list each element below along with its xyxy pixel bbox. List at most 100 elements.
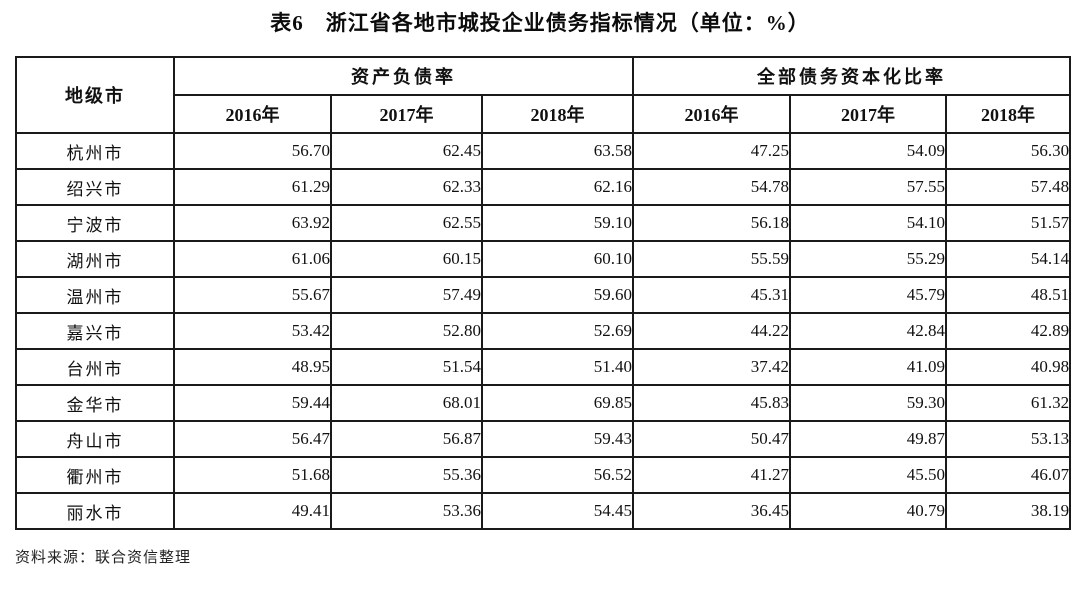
value-cell: 45.50: [789, 456, 948, 494]
city-cell: 嘉兴市: [15, 312, 175, 350]
value-cell: 48.51: [945, 276, 1072, 314]
value-cell: 59.43: [480, 420, 635, 458]
value-cell: 41.09: [789, 348, 948, 386]
value-cell: 51.40: [480, 348, 635, 386]
value-cell: 45.79: [789, 276, 948, 314]
table-row: 绍兴市 61.29 62.33 62.16 54.78 57.55 57.48: [15, 168, 1072, 206]
value-cell: 55.29: [789, 240, 948, 278]
value-cell: 38.19: [945, 492, 1072, 530]
value-cell: 53.13: [945, 420, 1072, 458]
table-row: 台州市 48.95 51.54 51.40 37.42 41.09 40.98: [15, 348, 1072, 386]
value-cell: 60.15: [330, 240, 483, 278]
table-row: 舟山市 56.47 56.87 59.43 50.47 49.87 53.13: [15, 420, 1072, 458]
year-header-tdcr-2016: 2016年: [632, 94, 792, 134]
value-cell: 62.55: [330, 204, 483, 242]
column-group-total-debt-capitalization-ratio: 全部债务资本化比率: [632, 56, 1072, 96]
value-cell: 51.68: [173, 456, 332, 494]
value-cell: 37.42: [632, 348, 792, 386]
city-cell: 温州市: [15, 276, 175, 314]
value-cell: 62.45: [330, 132, 483, 170]
value-cell: 62.16: [480, 168, 635, 206]
value-cell: 57.55: [789, 168, 948, 206]
value-cell: 36.45: [632, 492, 792, 530]
source-note: 资料来源：联合资信整理: [15, 550, 192, 566]
value-cell: 63.92: [173, 204, 332, 242]
value-cell: 61.32: [945, 384, 1072, 422]
value-cell: 61.29: [173, 168, 332, 206]
value-cell: 57.49: [330, 276, 483, 314]
value-cell: 56.70: [173, 132, 332, 170]
value-cell: 46.07: [945, 456, 1072, 494]
city-cell: 宁波市: [15, 204, 175, 242]
table-row: 嘉兴市 53.42 52.80 52.69 44.22 42.84 42.89: [15, 312, 1072, 350]
value-cell: 44.22: [632, 312, 792, 350]
value-cell: 54.78: [632, 168, 792, 206]
value-cell: 61.06: [173, 240, 332, 278]
value-cell: 40.98: [945, 348, 1072, 386]
city-cell: 丽水市: [15, 492, 175, 530]
table-row: 金华市 59.44 68.01 69.85 45.83 59.30 61.32: [15, 384, 1072, 422]
value-cell: 53.36: [330, 492, 483, 530]
value-cell: 56.52: [480, 456, 635, 494]
value-cell: 56.87: [330, 420, 483, 458]
value-cell: 51.57: [945, 204, 1072, 242]
city-cell: 舟山市: [15, 420, 175, 458]
value-cell: 42.89: [945, 312, 1072, 350]
value-cell: 53.42: [173, 312, 332, 350]
table-row: 杭州市 56.70 62.45 63.58 47.25 54.09 56.30: [15, 132, 1072, 170]
value-cell: 62.33: [330, 168, 483, 206]
value-cell: 42.84: [789, 312, 948, 350]
value-cell: 57.48: [945, 168, 1072, 206]
year-header-alr-2017: 2017年: [330, 94, 483, 134]
city-cell: 杭州市: [15, 132, 175, 170]
value-cell: 50.47: [632, 420, 792, 458]
value-cell: 47.25: [632, 132, 792, 170]
value-cell: 60.10: [480, 240, 635, 278]
value-cell: 51.54: [330, 348, 483, 386]
table-row: 温州市 55.67 57.49 59.60 45.31 45.79 48.51: [15, 276, 1072, 314]
value-cell: 45.31: [632, 276, 792, 314]
value-cell: 56.47: [173, 420, 332, 458]
value-cell: 40.79: [789, 492, 948, 530]
value-cell: 56.30: [945, 132, 1072, 170]
year-header-alr-2018: 2018年: [480, 94, 635, 134]
year-header-row: 2016年 2017年 2018年 2016年 2017年 2018年: [16, 94, 1072, 134]
column-group-asset-liability-ratio: 资产负债率: [172, 56, 635, 96]
column-header-city: 地级市: [15, 56, 175, 134]
value-cell: 54.10: [789, 204, 948, 242]
value-cell: 54.14: [945, 240, 1072, 278]
table-title: 表6 浙江省各地市城投企业债务指标情况（单位：%）: [270, 11, 810, 35]
year-header-alr-2016: 2016年: [173, 94, 332, 134]
value-cell: 69.85: [480, 384, 635, 422]
table-body: 杭州市 56.70 62.45 63.58 47.25 54.09 56.30 绍兴市 61.2…: [15, 132, 1072, 530]
table-header: 地级市 资产负债率 全部债务资本化比率 2016年 2017年 2018年 20…: [15, 56, 1072, 134]
city-cell: 台州市: [15, 348, 175, 386]
value-cell: 54.09: [789, 132, 948, 170]
value-cell: 59.10: [480, 204, 635, 242]
city-cell: 金华市: [15, 384, 175, 422]
group-header-row: 地级市 资产负债率 全部债务资本化比率: [15, 56, 1072, 134]
value-cell: 56.18: [632, 204, 792, 242]
table-row: 丽水市 49.41 53.36 54.45 36.45 40.79 38.19: [15, 492, 1072, 530]
table-row: 湖州市 61.06 60.15 60.10 55.59 55.29 54.14: [15, 240, 1072, 278]
value-cell: 41.27: [632, 456, 792, 494]
debt-indicators-table: 地级市 资产负债率 全部债务资本化比率 2016年 2017年 2018年 20…: [15, 56, 1072, 530]
value-cell: 52.80: [330, 312, 483, 350]
value-cell: 59.30: [789, 384, 948, 422]
value-cell: 59.60: [480, 276, 635, 314]
value-cell: 48.95: [173, 348, 332, 386]
value-cell: 49.41: [173, 492, 332, 530]
value-cell: 59.44: [173, 384, 332, 422]
value-cell: 49.87: [789, 420, 948, 458]
value-cell: 45.83: [632, 384, 792, 422]
value-cell: 52.69: [480, 312, 635, 350]
city-cell: 衢州市: [15, 456, 175, 494]
value-cell: 55.67: [173, 276, 332, 314]
city-cell: 绍兴市: [15, 168, 175, 206]
value-cell: 68.01: [330, 384, 483, 422]
value-cell: 55.36: [330, 456, 483, 494]
table-row: 宁波市 63.92 62.55 59.10 56.18 54.10 51.57: [15, 204, 1072, 242]
table-row: 衢州市 51.68 55.36 56.52 41.27 45.50 46.07: [15, 456, 1072, 494]
value-cell: 63.58: [480, 132, 635, 170]
